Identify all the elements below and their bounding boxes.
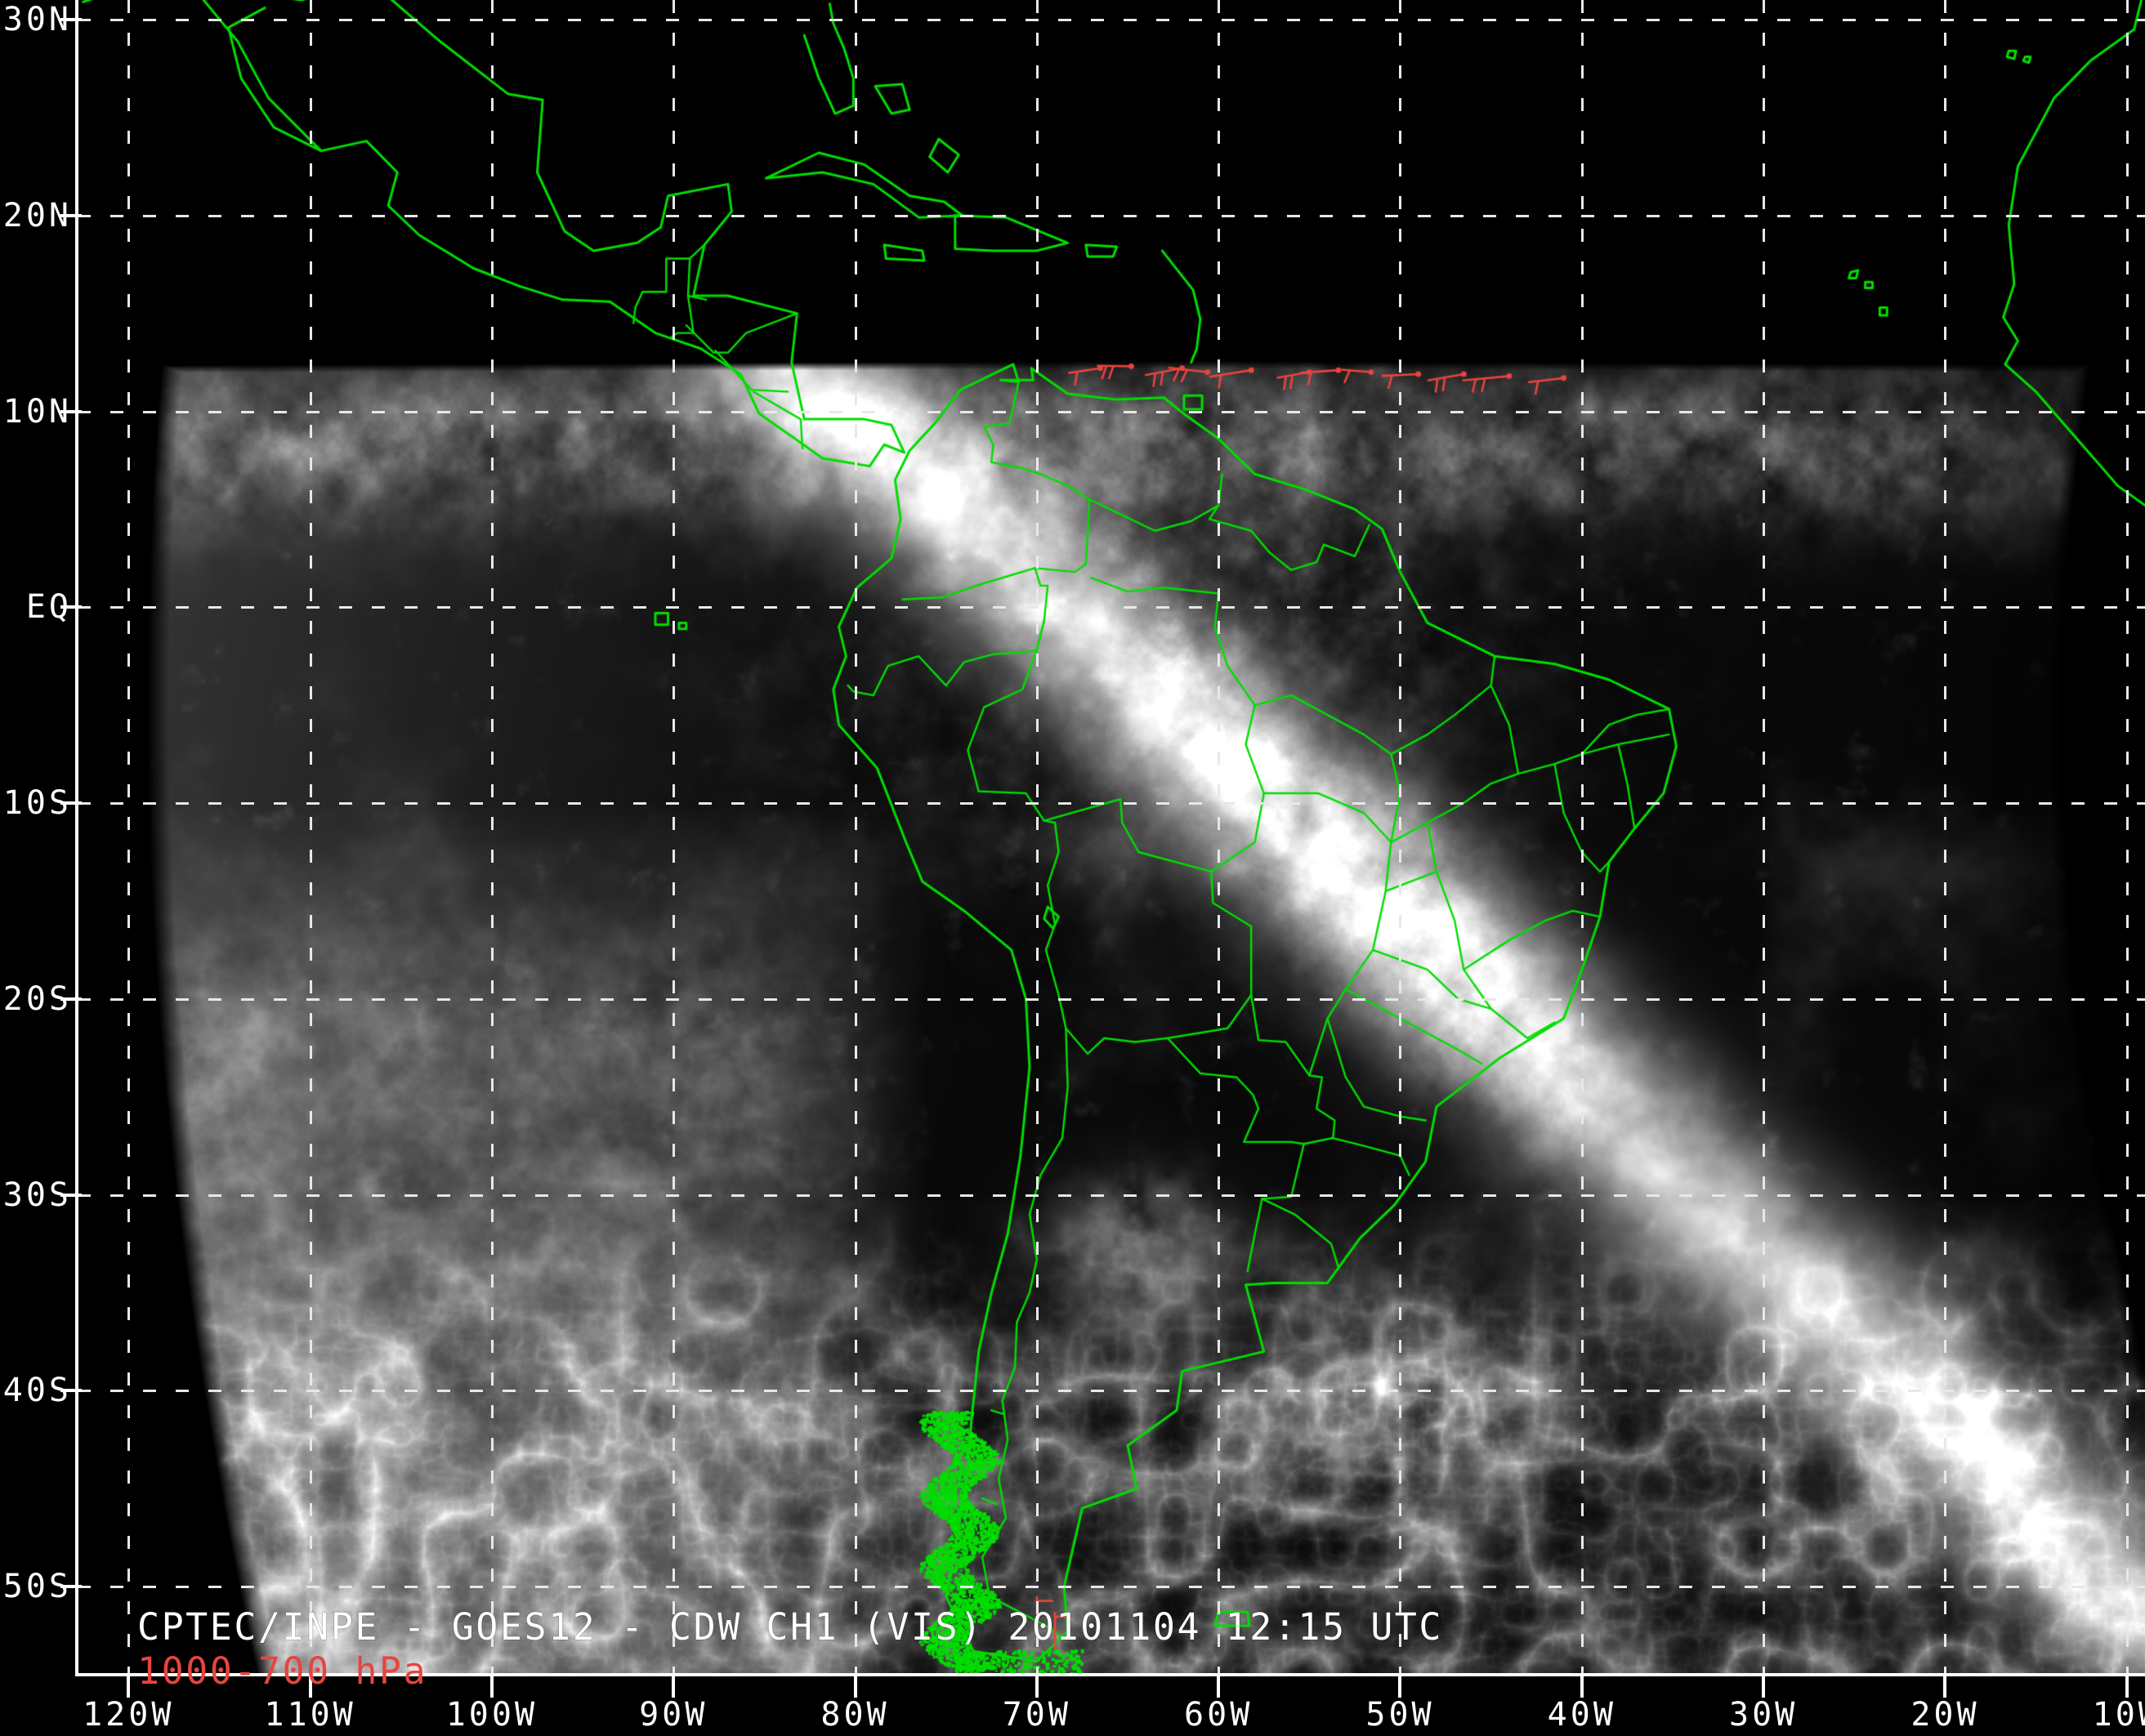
- wind-barb-overlay: [78, 0, 2145, 1675]
- x-tick-label-60W: 60W: [1184, 1696, 1253, 1734]
- y-tick-label-30N: 30N: [2, 0, 72, 38]
- gridline-lat-20N: [78, 214, 2145, 217]
- y-tick-30N: [60, 17, 82, 21]
- x-tick-label-50W: 50W: [1365, 1696, 1435, 1734]
- y-tick-50S: [60, 1585, 82, 1589]
- x-tick-label-10W: 10W: [2092, 1696, 2145, 1734]
- x-axis-line: [75, 1673, 2145, 1676]
- y-tick-10N: [60, 409, 82, 413]
- x-tick-80W: [853, 1676, 857, 1698]
- y-tick-EQ: [60, 605, 82, 609]
- gridline-lon-90W: [673, 0, 676, 1675]
- gridline-lat-10N: [78, 410, 2145, 413]
- x-tick-label-30W: 30W: [1729, 1696, 1799, 1734]
- gridline-lat-20S: [78, 997, 2145, 1001]
- x-tick-label-100W: 100W: [445, 1696, 538, 1734]
- gridline-lon-70W: [1035, 0, 1039, 1675]
- x-tick-30W: [1762, 1676, 1766, 1698]
- gridline-lon-60W: [1218, 0, 1221, 1675]
- x-tick-50W: [1398, 1676, 1402, 1698]
- y-tick-30S: [60, 1193, 82, 1197]
- gridline-lon-80W: [854, 0, 857, 1675]
- x-tick-label-20W: 20W: [1910, 1696, 1980, 1734]
- x-tick-label-70W: 70W: [1002, 1696, 1071, 1734]
- gridline-lon-20W: [1944, 0, 1947, 1675]
- gridline-lon-50W: [1399, 0, 1402, 1675]
- y-tick-label-20N: 20N: [2, 196, 72, 234]
- gridline-lat-10S: [78, 802, 2145, 806]
- x-tick-label-90W: 90W: [639, 1696, 708, 1734]
- y-tick-label-10N: 10N: [2, 392, 72, 431]
- y-tick-10S: [60, 801, 82, 806]
- y-tick-label-20S: 20S: [2, 980, 72, 1018]
- y-tick-label-30S: 30S: [2, 1176, 72, 1214]
- y-tick-label-10S: 10S: [2, 784, 72, 823]
- x-tick-70W: [1035, 1676, 1039, 1698]
- gridline-lat-EQ: [78, 606, 2145, 609]
- x-tick-label-40W: 40W: [1547, 1696, 1616, 1734]
- x-tick-110W: [308, 1676, 312, 1698]
- x-tick-label-120W: 120W: [83, 1696, 175, 1734]
- map-plot-area: [78, 0, 2145, 1675]
- gridline-lat-50S: [78, 1586, 2145, 1589]
- x-tick-120W: [127, 1676, 131, 1698]
- y-tick-label-40S: 40S: [2, 1372, 72, 1410]
- x-tick-label-80W: 80W: [820, 1696, 890, 1734]
- gridline-lat-30N: [78, 18, 2145, 21]
- y-tick-label-50S: 50S: [2, 1568, 72, 1606]
- gridline-lon-10W: [2125, 0, 2129, 1675]
- x-tick-60W: [1217, 1676, 1221, 1698]
- gridline-lon-30W: [1763, 0, 1766, 1675]
- satellite-raster: [78, 0, 2145, 1675]
- x-tick-100W: [489, 1676, 494, 1698]
- gridline-lat-30S: [78, 1194, 2145, 1197]
- gridline-lon-120W: [127, 0, 131, 1675]
- y-axis-line: [75, 0, 78, 1676]
- y-tick-20S: [60, 997, 82, 1001]
- gridline-lon-40W: [1580, 0, 1584, 1675]
- y-tick-20N: [60, 213, 82, 217]
- y-tick-label-EQ: EQ: [25, 588, 72, 627]
- x-tick-label-110W: 110W: [264, 1696, 356, 1734]
- x-tick-10W: [2125, 1676, 2129, 1698]
- product-caption: CPTEC/INPE - GOES12 - CDW CH1 (VIS) 2010…: [137, 1605, 1443, 1649]
- gridline-lon-110W: [309, 0, 312, 1675]
- gridline-lat-40S: [78, 1390, 2145, 1393]
- x-tick-40W: [1580, 1676, 1584, 1698]
- x-tick-20W: [1943, 1676, 1947, 1698]
- y-tick-40S: [60, 1389, 82, 1393]
- x-tick-90W: [672, 1676, 676, 1698]
- gridline-lon-100W: [490, 0, 494, 1675]
- layer-caption: 1000-700 hPa: [137, 1649, 428, 1693]
